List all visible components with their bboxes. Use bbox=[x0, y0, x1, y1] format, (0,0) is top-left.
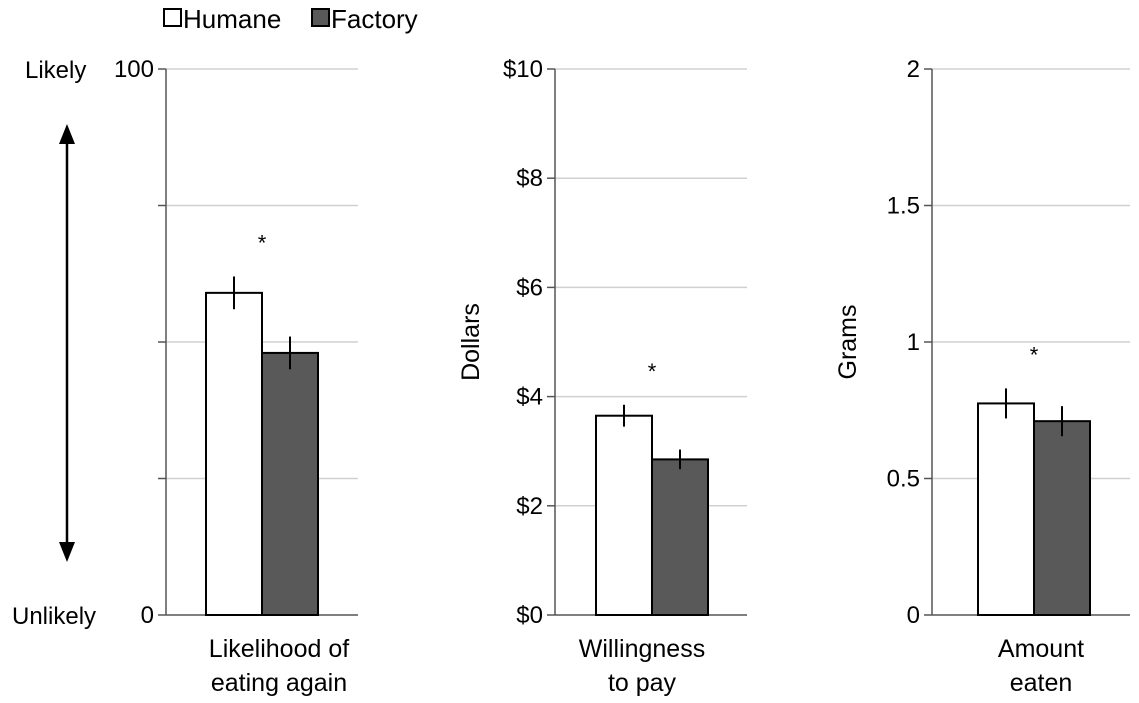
category-label-line: eaten bbox=[1010, 669, 1073, 697]
bar-humane bbox=[205, 291, 263, 616]
y-tick-label: 2 bbox=[907, 56, 920, 83]
y-tick-label: 0 bbox=[907, 602, 920, 629]
arrow-head-up bbox=[59, 124, 75, 144]
category-label-line: to pay bbox=[608, 669, 677, 697]
panel-willingness: $0 $2 $4 $6 $8 $10 * Willingness to pay Dollars bbox=[457, 56, 747, 697]
bar-factory bbox=[1033, 420, 1091, 617]
y-tick-label: $4 bbox=[516, 384, 543, 411]
y-tick-label: 0 bbox=[141, 602, 154, 629]
bar-humane bbox=[595, 414, 653, 616]
y-tick-label: $6 bbox=[516, 274, 543, 301]
legend-swatch-factory bbox=[311, 8, 330, 27]
y-tick-label: 0.5 bbox=[887, 466, 920, 493]
category-label-line: Likelihood of bbox=[209, 635, 349, 663]
scale-label-bottom: Unlikely bbox=[12, 603, 96, 630]
significance-marker: * bbox=[648, 359, 657, 384]
category-label-line: Willingness bbox=[579, 635, 705, 663]
legend-label-factory: Factory bbox=[331, 4, 418, 34]
category-label-line: eating again bbox=[211, 669, 347, 697]
significance-marker: * bbox=[258, 230, 267, 255]
legend: Humane Factory bbox=[163, 4, 418, 34]
panel-likelihood: 0 100 * Likelihood of eating again Likely Unli… bbox=[12, 56, 358, 697]
y-axis-title: Grams bbox=[834, 305, 862, 380]
bar-humane bbox=[977, 402, 1035, 616]
bar-factory bbox=[261, 351, 319, 616]
y-axis-title: Dollars bbox=[457, 303, 485, 381]
y-tick-label: 1.5 bbox=[887, 193, 920, 220]
legend-label-humane: Humane bbox=[183, 4, 281, 34]
y-tick-label: 100 bbox=[114, 56, 154, 83]
scale-label-top: Likely bbox=[25, 57, 86, 84]
category-label: Willingness to pay bbox=[579, 635, 705, 697]
y-tick-label: 1 bbox=[907, 329, 920, 356]
y-tick-label: $0 bbox=[516, 602, 543, 629]
significance-marker: * bbox=[1030, 342, 1039, 367]
y-tick-label: $10 bbox=[503, 56, 543, 83]
legend-swatch-humane bbox=[163, 8, 182, 27]
category-label: Amount eaten bbox=[998, 635, 1084, 697]
category-label-line: Amount bbox=[998, 635, 1084, 663]
panel-amount: 0 0.5 1 1.5 2 * Amount eaten Grams bbox=[834, 56, 1130, 697]
y-tick-label: $2 bbox=[516, 493, 543, 520]
bar-factory bbox=[651, 458, 709, 617]
y-tick-label: $8 bbox=[516, 165, 543, 192]
category-label: Likelihood of eating again bbox=[209, 635, 349, 697]
arrow-head-down bbox=[59, 542, 75, 562]
